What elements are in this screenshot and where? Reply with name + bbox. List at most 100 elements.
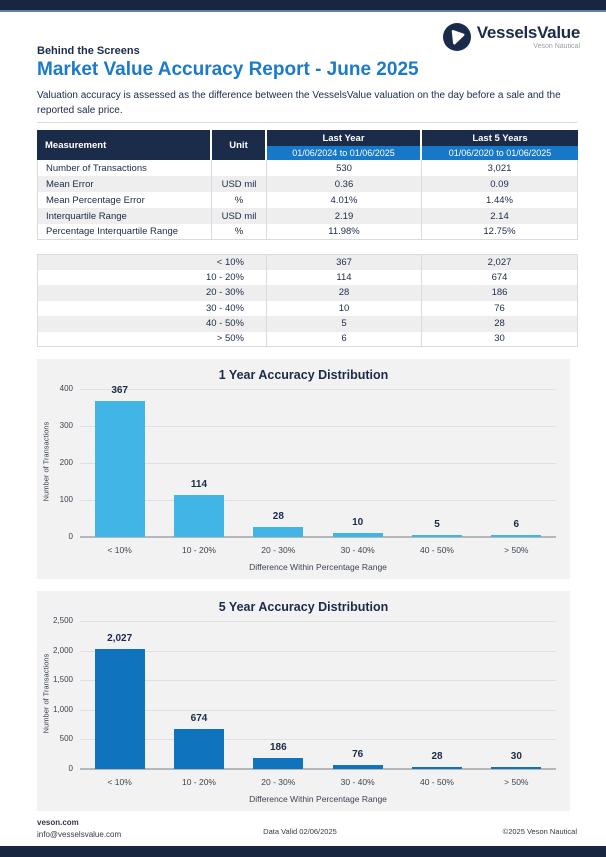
- y-tick-label: 400: [59, 384, 73, 393]
- measurement-cell: Percentage Interquartile Range: [37, 224, 212, 240]
- last-5-years-cell: 12.75%: [422, 224, 578, 240]
- measurement-table-header: Measurement Unit Last Year Last 5 Years …: [37, 130, 578, 160]
- bar-40 - 50%: [412, 534, 462, 537]
- x-axis-title: Difference Within Percentage Range: [249, 562, 387, 572]
- col-header-measurement: Measurement: [37, 130, 212, 160]
- intro-text: Valuation accuracy is assessed as the di…: [37, 90, 561, 116]
- footer-website: veson.com: [37, 818, 79, 827]
- distribution-table: < 10% 367 2,027 10 - 20% 114 674 20 - 30% 28 186…: [37, 254, 578, 347]
- measurement-cell: Interquartile Range: [37, 208, 212, 224]
- bar-value-label: 114: [190, 478, 208, 490]
- last-year-cell: 530: [267, 160, 422, 176]
- gridline: [80, 463, 556, 464]
- last-year-cell: 0.36: [267, 176, 422, 192]
- x-axis-line: [80, 536, 556, 538]
- bar-value-label: 674: [190, 713, 208, 725]
- gridline: [80, 650, 556, 652]
- unit-cell: USD mil: [212, 208, 267, 224]
- y-tick-label: 500: [59, 734, 73, 744]
- chart-1-title: 1 Year Accuracy Distribution: [218, 368, 389, 382]
- table-row: Mean Error USD mil 0.36 0.09: [37, 176, 578, 192]
- bar-value-label: 186: [269, 741, 287, 753]
- measurement-cell: Mean Percentage Error: [37, 192, 212, 208]
- chart-2-title: 5 Year Accuracy Distribution: [218, 600, 389, 614]
- y-tick-label: 2,000: [52, 645, 73, 655]
- range-cell: 10 - 20%: [37, 269, 267, 285]
- range-cell: > 50%: [37, 331, 267, 347]
- y-tick-label: 200: [59, 458, 73, 467]
- table-row: 20 - 30% 28 186: [37, 285, 578, 301]
- table-row: > 50% 6 30: [37, 331, 578, 347]
- x-tick-label: 40 - 50%: [419, 777, 454, 787]
- table-row: < 10% 367 2,027: [37, 254, 578, 270]
- x-tick-label: < 10%: [107, 545, 132, 555]
- logo-sub-brand: Veson Nautical: [533, 43, 580, 50]
- measurement-cell: Mean Error: [37, 176, 212, 192]
- footer-copyright: ©2025 Veson Nautical: [502, 827, 577, 836]
- x-tick-label: 20 - 30%: [261, 545, 296, 555]
- last-year-cell: 114: [267, 269, 422, 285]
- y-tick-label: 0: [68, 532, 73, 541]
- gridline: [80, 621, 556, 622]
- last-year-cell: 6: [267, 331, 422, 347]
- last-5-years-cell: 2,027: [422, 254, 578, 270]
- bar-value-label: 367: [111, 385, 128, 397]
- gridline: [80, 389, 556, 390]
- last-year-cell: 367: [267, 254, 422, 270]
- range-cell: < 10%: [37, 254, 267, 270]
- y-tick-label: 100: [59, 495, 73, 504]
- bar-value-label: 30: [510, 750, 522, 762]
- y-tick-label: 1,500: [52, 675, 73, 685]
- col-header-last-year-dates: 01/06/2024 to 01/06/2025: [267, 146, 422, 160]
- unit-cell: %: [212, 192, 267, 208]
- bottom-accent-bar: [0, 846, 606, 857]
- unit-cell: %: [212, 224, 267, 240]
- table-row: Percentage Interquartile Range% 11.98% 12.…: [37, 224, 578, 240]
- bar-30 - 40%: [332, 764, 383, 769]
- bar-40 - 50%: [412, 766, 462, 769]
- vesselsvalue-logo-icon: [442, 23, 471, 51]
- bar-value-label: 28: [431, 750, 443, 762]
- last-5-years-cell: 30: [422, 331, 578, 347]
- last-5-years-cell: 0.09: [422, 176, 578, 192]
- table-row: Number of Transactions 530 3,021: [37, 160, 578, 176]
- bar-20 - 30%: [253, 757, 304, 769]
- footer-email: info@vesselsvalue.com: [37, 829, 122, 839]
- col-header-unit: Unit: [212, 130, 267, 160]
- bar-20 - 30%: [253, 526, 304, 537]
- footer-contact: veson.com info@vesselsvalue.com: [37, 817, 121, 840]
- bar-10 - 20%: [174, 729, 224, 769]
- page-title: Market Value Accuracy Report - June 2025: [37, 59, 419, 80]
- x-axis-line: [80, 768, 556, 770]
- last-year-cell: 10: [267, 300, 422, 316]
- bar-> 50%: [491, 534, 542, 537]
- unit-cell: USD mil: [212, 176, 267, 192]
- range-cell: 20 - 30%: [37, 285, 267, 301]
- table-row: 30 - 40% 10 76: [37, 300, 578, 316]
- gridline: [80, 500, 556, 501]
- x-tick-label: > 50%: [504, 777, 529, 787]
- bar-10 - 20%: [174, 494, 224, 537]
- top-accent-bar: [0, 0, 606, 12]
- bar-< 10%: [94, 401, 145, 537]
- x-tick-label: < 10%: [107, 777, 132, 787]
- y-tick-label: 2,500: [52, 616, 73, 625]
- y-axis-title: Number of Transactions: [41, 653, 51, 734]
- last-year-cell: 4.01%: [267, 192, 422, 208]
- x-tick-label: 20 - 30%: [261, 777, 296, 787]
- last-year-cell: 28: [267, 285, 422, 301]
- y-tick-label: 0: [68, 764, 73, 773]
- bar-< 10%: [94, 649, 145, 769]
- y-tick-label: 300: [59, 421, 73, 430]
- last-5-years-cell: 28: [422, 316, 578, 332]
- vesselsvalue-logo: VesselsValue Veson Nautical: [442, 23, 580, 51]
- range-cell: 40 - 50%: [37, 316, 267, 332]
- bar-value-label: 76: [352, 748, 364, 760]
- report-eyebrow: Behind the Screens: [37, 45, 140, 57]
- bar-30 - 40%: [332, 533, 383, 537]
- measurement-cell: Number of Transactions: [37, 160, 212, 176]
- last-5-years-cell: 674: [422, 269, 578, 285]
- bar-value-label: 10: [352, 517, 364, 529]
- x-tick-label: 10 - 20%: [181, 777, 216, 787]
